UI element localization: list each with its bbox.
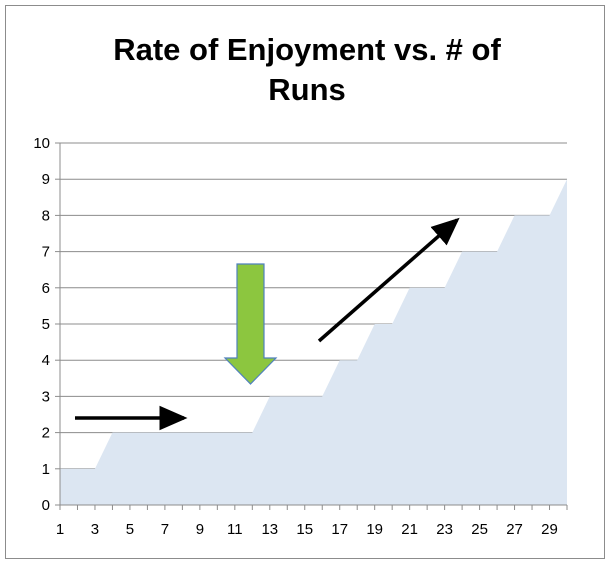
- y-tick-labels: 0 1 2 3 4 5 6 7 8 9 10: [33, 135, 50, 514]
- annotations: [75, 217, 460, 431]
- y-tick-label-10: 10: [33, 135, 50, 152]
- chart-title-line-1: Rate of Enjoyment vs. # of: [113, 32, 501, 67]
- y-tick-label-6: 6: [42, 280, 50, 297]
- x-tick-label-25: 25: [471, 521, 488, 538]
- area-fill-0: [60, 179, 567, 505]
- y-tick-label-5: 5: [42, 316, 50, 333]
- x-tick-label-15: 15: [296, 521, 313, 538]
- y-tick-label-3: 3: [42, 388, 50, 405]
- y-tick-label-1: 1: [42, 461, 50, 478]
- x-tick-label-5: 5: [126, 521, 134, 538]
- x-tick-labels: 1 3 5 7 9 11 13 15 17 19 21 23 25 27 29: [56, 521, 558, 538]
- chart-title-line-2: Runs: [268, 72, 346, 107]
- area-series: [60, 179, 567, 505]
- x-tick-label-3: 3: [91, 521, 99, 538]
- y-tick-label-7: 7: [42, 244, 50, 261]
- upward-arrow: [317, 217, 460, 343]
- y-tick-label-0: 0: [42, 497, 50, 514]
- x-tick-label-7: 7: [161, 521, 169, 538]
- y-tick-label-9: 9: [42, 171, 50, 188]
- chart-title: Rate of Enjoyment vs. # of Runs: [0, 30, 614, 110]
- x-tick-label-21: 21: [401, 521, 418, 538]
- x-tick-label-17: 17: [331, 521, 348, 538]
- x-tick-label-23: 23: [436, 521, 453, 538]
- y-tick-label-4: 4: [42, 352, 50, 369]
- y-tick-label-8: 8: [42, 207, 50, 224]
- axes: [55, 142, 568, 510]
- down-block-arrow: [223, 263, 278, 385]
- x-tick-label-27: 27: [506, 521, 523, 538]
- x-tick-label-11: 11: [227, 521, 243, 538]
- x-tick-label-9: 9: [196, 521, 204, 538]
- y-tick-label-2: 2: [42, 425, 50, 442]
- x-tick-label-1: 1: [56, 521, 64, 538]
- x-tick-label-19: 19: [366, 521, 383, 538]
- x-tick-label-29: 29: [541, 521, 558, 538]
- x-tick-label-13: 13: [261, 521, 278, 538]
